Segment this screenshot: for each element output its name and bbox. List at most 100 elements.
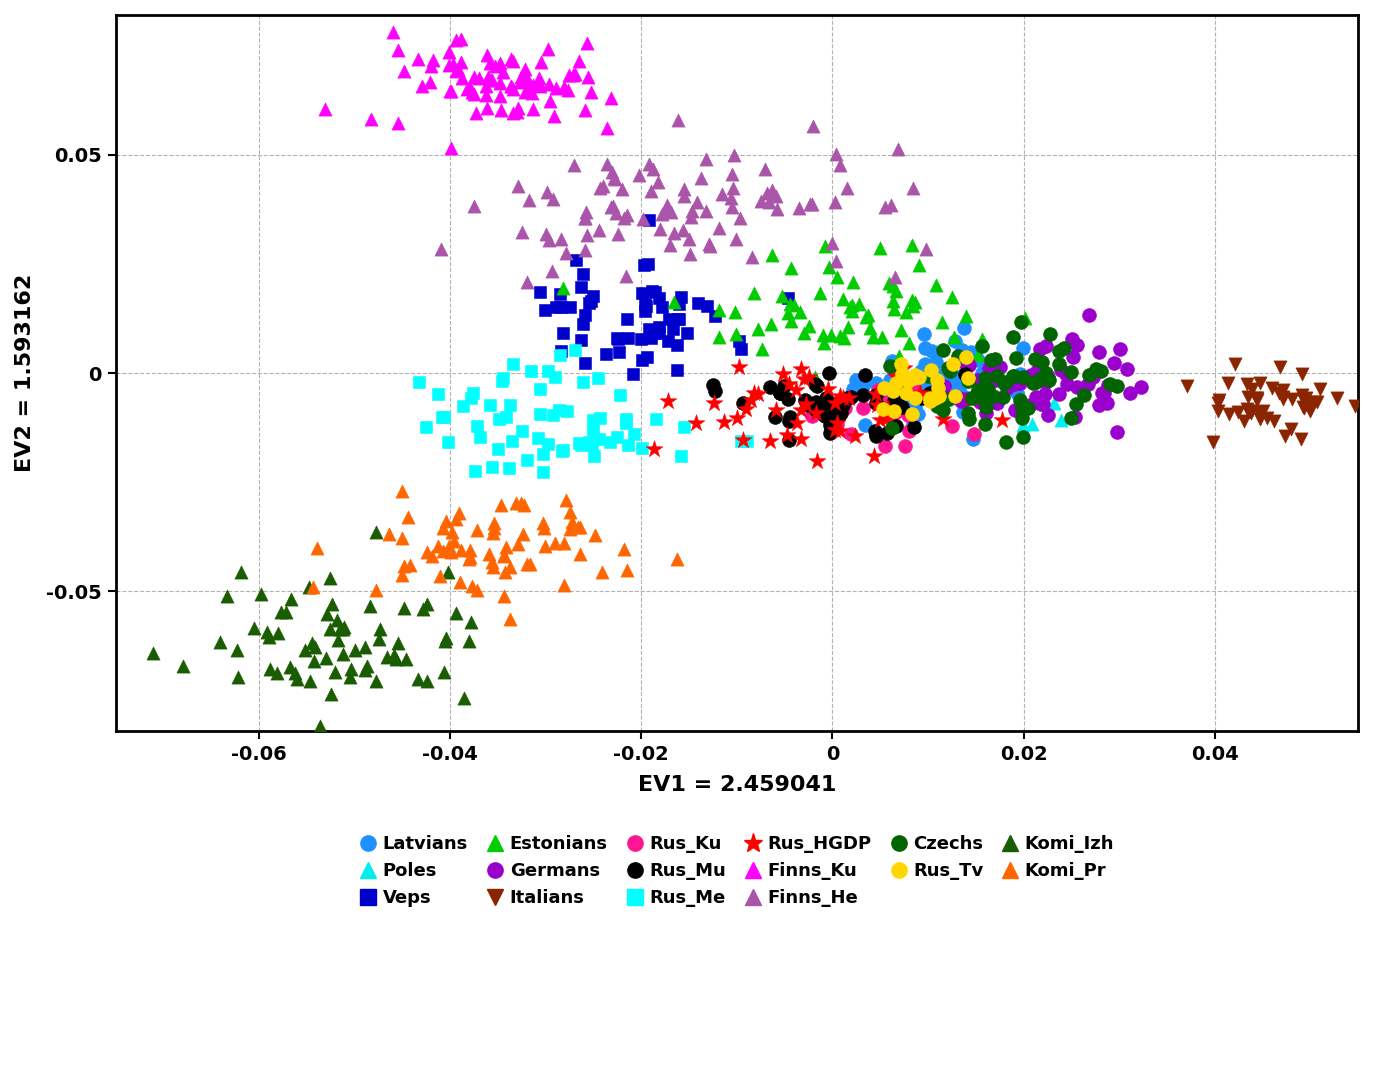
Point: [457, 550, 479, 567]
Point: [445, 604, 467, 622]
Point: [913, 325, 935, 342]
Point: [537, 40, 559, 58]
Point: [578, 433, 600, 450]
Point: [467, 582, 489, 599]
Point: [552, 325, 574, 342]
Point: [1024, 366, 1046, 384]
Point: [1035, 337, 1057, 354]
Point: [805, 401, 827, 418]
Point: [780, 312, 802, 329]
Point: [886, 380, 908, 398]
Point: [980, 351, 1002, 368]
Point: [467, 417, 489, 435]
Point: [853, 400, 875, 417]
Point: [1303, 393, 1325, 411]
Point: [453, 689, 475, 707]
Point: [542, 407, 564, 424]
Point: [986, 357, 1008, 374]
Point: [879, 358, 901, 375]
Point: [579, 292, 601, 310]
Point: [696, 202, 718, 220]
Point: [932, 410, 954, 427]
Point: [570, 436, 592, 453]
Point: [643, 325, 665, 342]
Point: [493, 547, 515, 564]
Point: [987, 372, 1009, 389]
Point: [1063, 349, 1085, 366]
Point: [1090, 385, 1112, 402]
Point: [463, 384, 485, 401]
Point: [895, 384, 917, 401]
Point: [1207, 402, 1229, 420]
X-axis label: EV1 = 2.459041: EV1 = 2.459041: [637, 775, 836, 795]
Point: [897, 392, 919, 410]
Point: [341, 661, 362, 678]
Point: [365, 524, 387, 541]
Point: [578, 295, 600, 312]
Point: [954, 365, 976, 383]
Point: [638, 211, 660, 228]
Point: [298, 578, 320, 596]
Point: [875, 437, 897, 454]
Point: [814, 408, 836, 425]
Point: [696, 297, 718, 314]
Point: [514, 60, 535, 77]
Point: [1009, 374, 1031, 391]
Point: [465, 104, 487, 122]
Point: [604, 170, 626, 187]
Point: [666, 337, 688, 354]
Point: [641, 283, 663, 300]
Point: [1245, 389, 1267, 407]
Point: [980, 373, 1002, 390]
Point: [1292, 390, 1314, 408]
Point: [520, 362, 542, 379]
Point: [859, 320, 881, 337]
Point: [995, 374, 1017, 391]
Point: [1262, 379, 1284, 397]
Point: [883, 402, 905, 420]
Point: [574, 210, 596, 227]
Point: [1225, 355, 1247, 373]
Point: [732, 395, 754, 412]
Point: [814, 389, 836, 407]
Point: [395, 651, 417, 669]
Point: [938, 390, 960, 408]
Point: [615, 205, 637, 223]
Point: [1245, 389, 1267, 407]
Point: [914, 374, 936, 391]
Point: [799, 196, 821, 213]
Point: [441, 139, 463, 157]
Point: [463, 68, 485, 86]
Point: [673, 180, 695, 198]
Point: [459, 79, 481, 97]
Point: [1237, 402, 1259, 420]
Point: [902, 404, 924, 422]
Point: [776, 426, 798, 443]
Point: [973, 368, 995, 386]
Point: [431, 520, 453, 537]
Point: [483, 514, 505, 532]
Point: [487, 440, 509, 458]
Point: [868, 385, 890, 402]
Point: [493, 546, 515, 563]
Point: [1082, 368, 1104, 386]
Point: [393, 599, 415, 616]
Point: [279, 659, 301, 676]
Point: [1004, 401, 1026, 418]
Point: [541, 263, 563, 280]
Point: [354, 661, 376, 678]
Point: [891, 377, 913, 395]
Point: [995, 434, 1017, 451]
Point: [505, 103, 527, 121]
Point: [600, 199, 622, 216]
Point: [914, 371, 936, 388]
Point: [574, 241, 596, 259]
Point: [1035, 373, 1057, 390]
Point: [534, 537, 556, 554]
Point: [785, 380, 807, 398]
Point: [332, 619, 354, 636]
Point: [763, 409, 785, 426]
Point: [921, 367, 943, 385]
Point: [1218, 405, 1240, 423]
Point: [398, 557, 420, 574]
